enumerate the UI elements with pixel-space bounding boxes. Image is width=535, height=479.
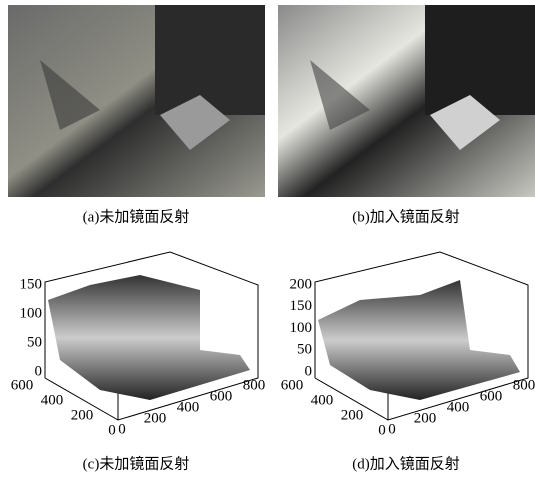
x-tick-label: 600 (210, 388, 233, 404)
y-tick-label: 600 (281, 377, 304, 393)
y-tick-label: 400 (41, 392, 64, 408)
x-tick-label: 400 (177, 399, 200, 415)
caption: (b)加入镜面反射 (352, 207, 460, 225)
z-tick-label: 0 (35, 363, 43, 379)
x-tick-label: 600 (480, 388, 503, 404)
y-tick-label: 200 (71, 407, 94, 423)
x-tick-label: 0 (388, 421, 396, 437)
z-tick-label: 50 (27, 334, 42, 350)
image-b (278, 5, 535, 197)
y-tick-label: 0 (378, 422, 386, 438)
x-tick-label: 400 (447, 399, 470, 415)
z-tick-label: 150 (290, 298, 313, 314)
y-tick-label: 600 (11, 377, 34, 393)
x-tick-label: 0 (118, 421, 126, 437)
plot-d-box (314, 251, 529, 421)
z-tick-label: 100 (20, 305, 43, 321)
image-a (8, 5, 265, 197)
z-tick-label: 50 (297, 342, 312, 358)
x-tick-label: 200 (144, 410, 167, 426)
y-tick-label: 400 (311, 392, 334, 408)
x-tick-label: 800 (513, 377, 535, 393)
caption: (d)加入镜面反射 (352, 454, 460, 472)
x-tick-label: 800 (243, 377, 266, 393)
x-tick-label: 200 (414, 410, 437, 426)
y-tick-label: 200 (341, 407, 364, 423)
caption: (a)未加镜面反射 (83, 207, 190, 225)
plot-c-box (44, 251, 259, 421)
z-tick-label: 150 (20, 276, 43, 292)
y-tick-label: 0 (108, 422, 116, 438)
z-tick-label: 200 (290, 276, 313, 292)
z-tick-label: 0 (305, 363, 313, 379)
caption: (c)未加镜面反射 (83, 454, 190, 472)
z-tick-label: 100 (290, 320, 313, 336)
